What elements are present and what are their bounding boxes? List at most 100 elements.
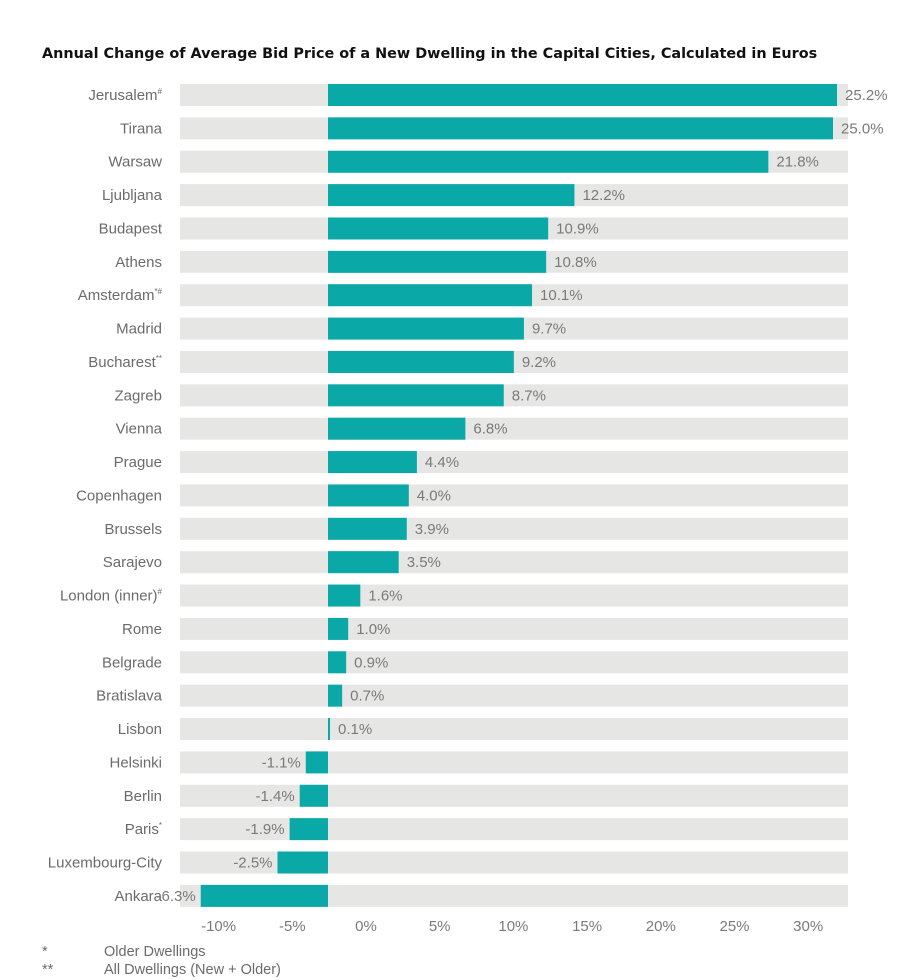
value-label: 10.8%	[554, 254, 597, 271]
value-label: 25.0%	[841, 120, 884, 137]
bar	[328, 551, 399, 574]
bar-track	[180, 417, 848, 440]
category-label: Bucharest**	[88, 354, 162, 371]
category-label: Ljubljana	[102, 187, 163, 204]
bar	[200, 884, 328, 907]
bar	[328, 451, 417, 474]
bar	[328, 584, 361, 607]
category-label: Amsterdam*#	[78, 287, 163, 304]
bar	[328, 684, 343, 707]
bar-chart: Jerusalem# 25.2% Tirana 25.0% Warsaw 21.8% Lju…	[48, 84, 888, 935]
footnote-text: Older Dwellings	[104, 944, 206, 960]
bar	[328, 250, 547, 273]
x-tick-label: 5%	[429, 918, 451, 935]
bar	[328, 718, 331, 741]
value-label: -1.9%	[245, 821, 284, 838]
category-label: Berlin	[124, 788, 162, 805]
bar-track	[180, 484, 848, 507]
bar	[328, 84, 838, 106]
category-label: Vienna	[116, 421, 163, 438]
bar	[328, 150, 769, 173]
category-label: Zagreb	[114, 387, 162, 404]
category-label: Belgrade	[102, 654, 162, 671]
x-tick-label: -10%	[201, 918, 236, 935]
category-label: Prague	[114, 454, 162, 471]
value-label: 4.4%	[425, 454, 459, 471]
bar	[328, 317, 524, 340]
category-label: Ankara	[114, 888, 162, 905]
category-label: Sarajevo	[103, 554, 162, 571]
x-tick-label: 15%	[572, 918, 602, 935]
value-label: 0.9%	[354, 654, 388, 671]
value-label: -2.5%	[233, 855, 272, 872]
bar	[328, 617, 349, 640]
value-label: 9.7%	[532, 321, 566, 338]
bar	[328, 117, 833, 140]
value-label: 21.8%	[776, 154, 819, 171]
value-label: 9.2%	[522, 354, 556, 371]
bar	[328, 651, 347, 674]
category-label: Lisbon	[118, 721, 162, 738]
x-tick-label: 30%	[793, 918, 823, 935]
bar	[299, 784, 328, 807]
category-label: Copenhagen	[76, 487, 162, 504]
category-label: Bratislava	[96, 688, 163, 705]
bar	[289, 818, 328, 841]
bar-track	[180, 517, 848, 540]
value-label: 6.8%	[473, 421, 507, 438]
value-label: 25.2%	[845, 87, 888, 104]
bar	[328, 184, 575, 207]
value-label: 3.5%	[407, 554, 441, 571]
category-label: Rome	[122, 621, 162, 638]
bar	[328, 484, 409, 507]
value-label: 4.0%	[417, 487, 451, 504]
category-label: Paris*	[125, 821, 162, 838]
category-label: London (inner)#	[60, 588, 163, 605]
value-label: -1.1%	[262, 754, 301, 771]
category-label: Brussels	[104, 521, 162, 538]
category-label: Athens	[115, 254, 162, 271]
bar	[305, 751, 328, 774]
bar-track	[180, 451, 848, 474]
bar-track	[180, 851, 848, 874]
footnote-text: All Dwellings (New + Older)	[104, 962, 281, 978]
footnote-symbol: *	[42, 944, 48, 960]
bar-track	[180, 884, 848, 907]
bar	[328, 384, 504, 407]
category-label: Madrid	[116, 321, 162, 338]
chart-title: Annual Change of Average Bid Price of a …	[42, 46, 818, 62]
x-tick-label: 25%	[719, 918, 749, 935]
category-label: Warsaw	[108, 154, 162, 171]
footnote-symbol: **	[42, 962, 54, 978]
bar-track	[180, 684, 848, 707]
bar-track	[180, 751, 848, 774]
category-label: Jerusalem#	[88, 87, 162, 104]
bar-track	[180, 551, 848, 574]
value-label: 1.6%	[368, 588, 402, 605]
bar-track	[180, 584, 848, 607]
category-label: Luxembourg-City	[48, 855, 163, 872]
category-label: Helsinki	[109, 754, 162, 771]
bar-track	[180, 784, 848, 807]
category-label: Tirana	[120, 120, 163, 137]
bar	[328, 417, 466, 440]
value-label: 0.7%	[350, 688, 384, 705]
value-label: 12.2%	[582, 187, 625, 204]
bar	[328, 350, 514, 373]
x-tick-label: 0%	[355, 918, 377, 935]
value-label: 8.7%	[512, 387, 546, 404]
x-tick-label: -5%	[279, 918, 306, 935]
bar	[328, 517, 407, 540]
value-label: 10.1%	[540, 287, 583, 304]
bar	[277, 851, 328, 874]
value-label: -6.3%	[157, 888, 196, 905]
bar-track	[180, 651, 848, 674]
footnote-older: * Older Dwellings	[42, 944, 206, 960]
value-label: 3.9%	[415, 521, 449, 538]
x-tick-label: 20%	[646, 918, 676, 935]
bar-track	[180, 718, 848, 741]
bar	[328, 284, 533, 307]
bar-track	[180, 350, 848, 373]
footnote-all: ** All Dwellings (New + Older)	[42, 962, 281, 978]
bar-track	[180, 617, 848, 640]
